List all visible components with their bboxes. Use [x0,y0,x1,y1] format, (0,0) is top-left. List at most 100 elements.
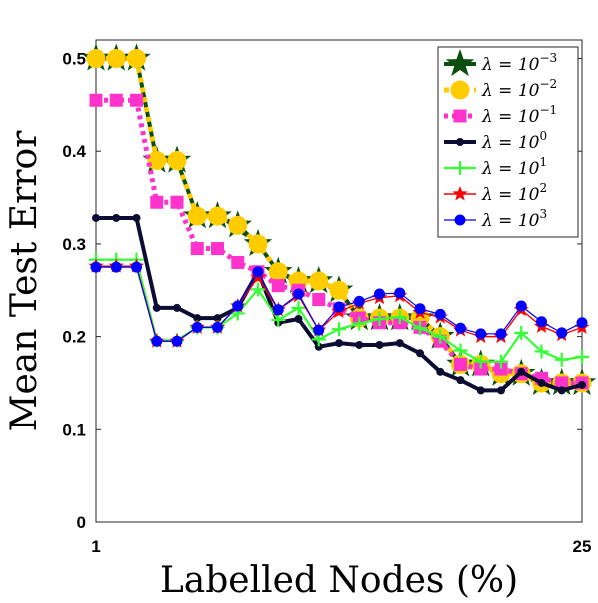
data-point [536,316,547,328]
data-point [332,322,346,337]
data-point [333,301,345,313]
legend-label: λ = 101 [481,155,547,179]
data-point [232,300,244,312]
data-point [453,343,468,358]
legend-marker [452,186,468,201]
data-point [312,293,326,307]
x-axis: 1 25 [91,517,591,556]
data-point [271,312,286,327]
data-point [293,288,304,300]
data-point [150,195,164,209]
data-point [147,151,167,170]
data-point [130,93,143,107]
legend-entry: λ = 101 [444,155,547,179]
data-point [413,321,427,336]
data-point [132,213,141,222]
data-point [474,362,488,376]
legend-marker [453,109,467,123]
x-axis-title: Labelled Nodes (%) [160,560,518,601]
data-point [213,314,222,323]
data-point [127,49,146,69]
data-point [131,261,142,273]
x-tick-label: 25 [573,537,592,556]
data-point [309,271,329,291]
legend-label: λ = 103 [481,207,547,231]
data-point [395,339,404,348]
series-6 [90,261,588,347]
data-point [514,325,529,340]
data-point [414,303,426,315]
data-point [556,327,568,339]
data-point [90,261,102,273]
data-point [208,206,227,226]
data-point [110,261,122,273]
data-point [454,357,467,371]
data-point [475,328,487,340]
legend-label: λ = 100 [481,129,547,153]
data-point [434,308,446,320]
data-point [355,340,364,349]
data-point [152,303,161,312]
legend-marker [453,161,467,175]
data-point [109,93,123,107]
data-point [476,386,485,395]
y-tick-label: 0.1 [62,420,86,439]
data-point [187,206,207,226]
series-3 [92,213,586,395]
data-point [537,378,546,387]
data-point [578,380,586,389]
data-point [92,213,100,222]
legend-label: λ = 10−3 [481,51,557,75]
data-point [313,324,325,336]
data-point [167,151,187,170]
data-point [228,215,248,235]
data-point [515,300,527,312]
y-axis: 0 0.1 0.2 0.3 0.4 0.5 [62,50,582,532]
data-point [190,242,204,256]
data-point [170,195,184,209]
data-point [554,352,569,367]
data-point [557,386,566,395]
legend-marker [445,49,475,77]
data-point [495,328,507,340]
data-point [231,255,245,269]
data-point [268,262,288,282]
data-point [455,322,466,334]
data-point [497,386,505,395]
data-point [112,213,121,222]
data-point [436,367,445,376]
legend-entry: λ = 102 [444,181,547,205]
series-layer [81,43,597,396]
data-point [352,316,367,331]
data-point [575,350,589,365]
y-tick-label: 0.5 [62,50,86,69]
data-point [494,362,508,376]
legend-entry: λ = 103 [444,207,547,231]
data-point [86,49,106,69]
data-point [272,304,284,316]
data-point [394,287,406,299]
data-point [392,310,407,325]
data-point [374,288,385,300]
plot-frame [95,39,583,523]
legend-entry: λ = 10−1 [444,103,557,127]
y-axis-title: Mean Test Error [4,130,45,432]
data-point [534,344,549,359]
y-tick-label: 0 [77,513,86,532]
data-point [211,242,224,256]
data-point [576,317,588,329]
data-point [191,321,203,333]
legend-entry: λ = 10−2 [444,77,557,101]
data-point [433,329,448,344]
data-point [329,280,349,300]
y-tick-label: 0.3 [62,235,86,254]
data-point [106,49,126,69]
y-tick-label: 0.4 [62,142,86,161]
legend-entry: λ = 100 [444,129,547,153]
data-point [555,376,569,390]
legend-marker [450,80,470,100]
data-point [517,367,526,376]
legend-label: λ = 102 [481,181,547,205]
